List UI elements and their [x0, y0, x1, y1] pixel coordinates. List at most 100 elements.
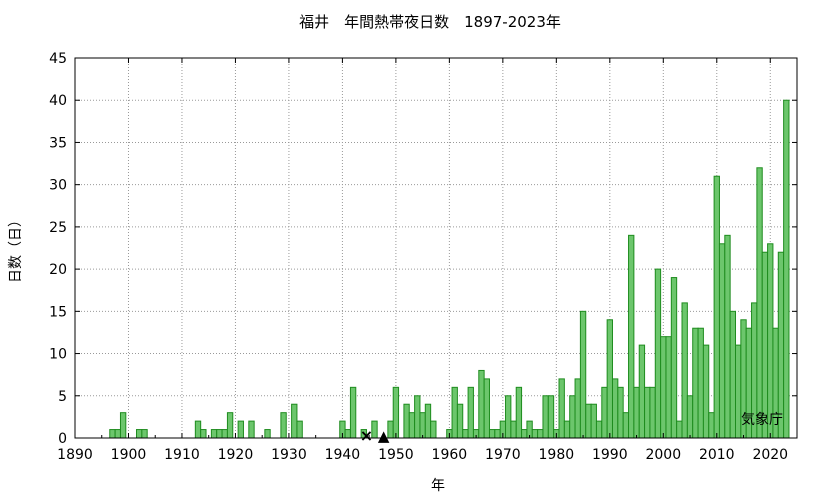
bar-1950	[392, 386, 400, 439]
x-axis-label: 年	[431, 478, 445, 494]
bar-1976	[531, 429, 539, 439]
bar-1917	[216, 429, 223, 439]
bar-1916	[210, 429, 218, 439]
bar-1978	[542, 395, 549, 439]
y-tick-label: 0	[58, 431, 67, 447]
bar-1953	[408, 412, 416, 439]
x-tick-label: 1960	[432, 447, 468, 463]
bar-1993	[622, 412, 630, 439]
bar-1931	[291, 403, 298, 439]
bar-1952	[403, 403, 410, 439]
bar-1999	[654, 268, 662, 439]
bar-1955	[419, 412, 426, 439]
bar-1997	[644, 386, 651, 439]
bar-1987	[590, 403, 597, 439]
bar-1964	[467, 386, 474, 439]
bar-2020	[767, 243, 774, 439]
bar-2008	[702, 344, 710, 439]
bar-1967	[483, 378, 490, 439]
bar-2005	[686, 395, 694, 439]
bar-2018	[756, 167, 763, 439]
bar-1956	[424, 403, 432, 439]
x-tick-label: 1970	[485, 447, 521, 463]
y-tick-label: 25	[49, 220, 67, 236]
bar-1982	[563, 420, 571, 439]
x-tick-label: 2020	[752, 447, 788, 463]
y-tick-label: 15	[49, 304, 67, 320]
y-axis-label: 日数（日）	[8, 213, 24, 283]
bar-2001	[665, 336, 672, 439]
bar-1932	[296, 420, 303, 439]
y-tick-label: 5	[58, 389, 67, 405]
bar-1981	[558, 378, 565, 439]
x-tick-label: 2010	[699, 447, 735, 463]
x-tick-label: 1900	[111, 447, 147, 463]
plot-frame	[74, 57, 798, 439]
y-tick-label: 20	[49, 262, 67, 278]
credit-label: 気象庁	[741, 412, 783, 428]
bar-1963	[462, 429, 469, 439]
x-tick-label: 1980	[539, 447, 575, 463]
bar-1941	[344, 429, 351, 439]
bar-2023	[783, 99, 790, 439]
bar-2022	[777, 251, 785, 439]
bar-1998	[649, 386, 656, 439]
x-tick-label: 1920	[218, 447, 254, 463]
bar-2013	[729, 310, 736, 439]
bar-1897	[109, 429, 116, 439]
bar-2010	[713, 175, 720, 439]
y-tick-label: 40	[49, 93, 67, 109]
bar-1962	[456, 403, 464, 439]
y-tick-label: 10	[49, 347, 67, 363]
bars	[109, 99, 790, 439]
bar-1926	[264, 429, 271, 439]
bar-1902	[136, 429, 143, 439]
bar-1984	[574, 378, 581, 439]
bar-2009	[708, 412, 715, 439]
x-tick-label: 1930	[271, 447, 307, 463]
bar-1974	[521, 429, 528, 439]
bar-1942	[349, 386, 357, 439]
bar-1929	[280, 412, 287, 439]
bar-1919	[226, 412, 234, 439]
x-tick-label: 1940	[325, 447, 361, 463]
y-tick-label: 30	[49, 178, 67, 194]
bar-1995	[633, 386, 640, 439]
bar-2012	[724, 234, 731, 439]
bar-1986	[585, 403, 592, 439]
bar-1971	[505, 395, 512, 439]
bar-1992	[617, 386, 624, 439]
bar-1961	[451, 386, 458, 439]
bar-1989	[601, 386, 608, 439]
bar-1914	[200, 429, 207, 439]
y-axis-ticks: 0 5 10 15 20 25 30 35 40 45	[49, 51, 797, 447]
bar-1903	[141, 429, 148, 439]
y-tick-label: 45	[49, 51, 67, 67]
bar-2006	[692, 327, 699, 439]
bar-1918	[221, 429, 228, 439]
triangle-marker: ▲	[378, 427, 390, 445]
bar-1973	[515, 386, 523, 439]
bar-1990	[606, 319, 613, 439]
x-tick-label: 1910	[164, 447, 200, 463]
markers: × ▲	[360, 426, 390, 445]
bar-1991	[611, 378, 619, 439]
x-tick-label: 1950	[378, 447, 414, 463]
bar-2019	[761, 251, 769, 439]
bar-1969	[494, 429, 501, 439]
bar-2003	[676, 420, 683, 439]
chart-title: 福井 年間熱帯夜日数 1897-2023年	[299, 13, 561, 31]
bar-1954	[414, 395, 421, 439]
bar-1899	[119, 412, 127, 439]
bar-1977	[537, 429, 544, 439]
bar-1983	[569, 395, 576, 439]
bar-1966	[478, 369, 485, 439]
bar-2004	[681, 302, 688, 439]
bar-1994	[628, 234, 635, 439]
y-tick-label: 35	[49, 135, 67, 151]
bar-1898	[114, 429, 121, 439]
cross-marker: ×	[360, 426, 373, 445]
bar-1968	[488, 429, 496, 439]
bar-1972	[510, 420, 517, 439]
